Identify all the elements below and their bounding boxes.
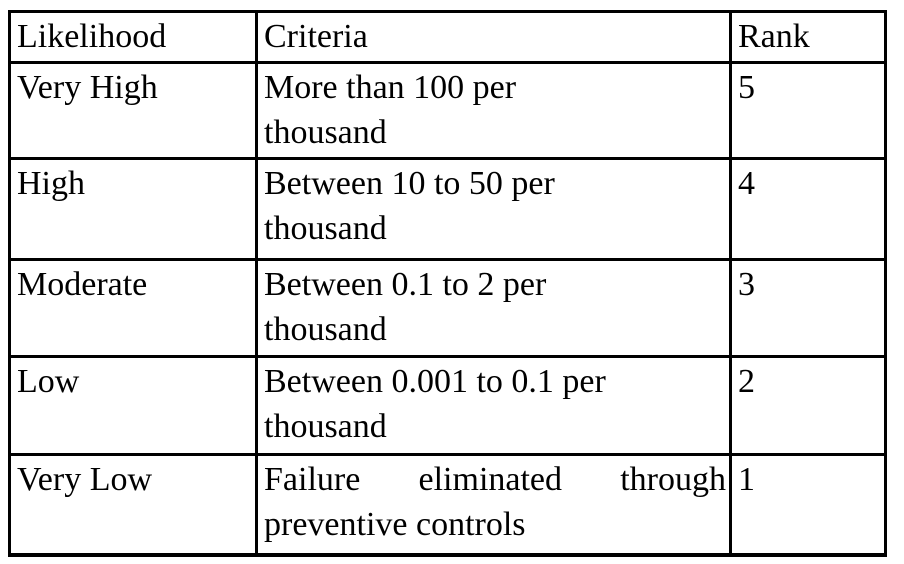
table-row-low: Low Between 0.001 to 0.1 per thousand 2 [8, 355, 887, 456]
criteria-cell: More than 100 per thousand [255, 61, 732, 160]
column-header-criteria: Criteria [255, 10, 732, 64]
rank-cell: 4 [729, 157, 887, 261]
rank-cell: 5 [729, 61, 887, 160]
likelihood-cell: Very Low [8, 453, 258, 556]
likelihood-cell: Low [8, 355, 258, 456]
rank-cell: 2 [729, 355, 887, 456]
criteria-line-2: thousand [264, 311, 387, 348]
criteria-line-2: thousand [264, 210, 387, 247]
criteria-line-1: Between 0.1 to 2 per [264, 266, 547, 303]
criteria-line-2: preventive controls [264, 506, 526, 543]
rank-cell: 3 [729, 258, 887, 358]
criteria-cell: Between 10 to 50 per thousand [255, 157, 732, 261]
column-header-likelihood: Likelihood [8, 10, 258, 64]
table-row-moderate: Moderate Between 0.1 to 2 per thousand 3 [8, 258, 887, 358]
criteria-cell: Between 0.001 to 0.1 per thousand [255, 355, 732, 456]
criteria-cell: Failure eliminated through preventive co… [255, 453, 732, 556]
likelihood-ranking-table: Likelihood Criteria Rank Very High More … [8, 10, 887, 557]
table-row-high: High Between 10 to 50 per thousand 4 [8, 157, 887, 261]
likelihood-cell: High [8, 157, 258, 261]
criteria-cell: Between 0.1 to 2 per thousand [255, 258, 732, 358]
likelihood-cell: Very High [8, 61, 258, 160]
criteria-line-2: thousand [264, 114, 387, 151]
criteria-line-1: Between 10 to 50 per [264, 165, 555, 202]
table-header-row: Likelihood Criteria Rank [8, 10, 887, 64]
likelihood-ranking-table-container: Likelihood Criteria Rank Very High More … [8, 10, 887, 557]
table-row-very-low: Very Low Failure eliminated through prev… [8, 453, 887, 556]
rank-cell: 1 [729, 453, 887, 556]
criteria-line-2: thousand [264, 408, 387, 445]
criteria-line-1: More than 100 per [264, 69, 517, 106]
likelihood-cell: Moderate [8, 258, 258, 358]
criteria-line-1: Between 0.001 to 0.1 per [264, 363, 606, 400]
column-header-rank: Rank [729, 10, 887, 64]
criteria-line-1: Failure eliminated through [264, 461, 726, 498]
table-row-very-high: Very High More than 100 per thousand 5 [8, 61, 887, 160]
